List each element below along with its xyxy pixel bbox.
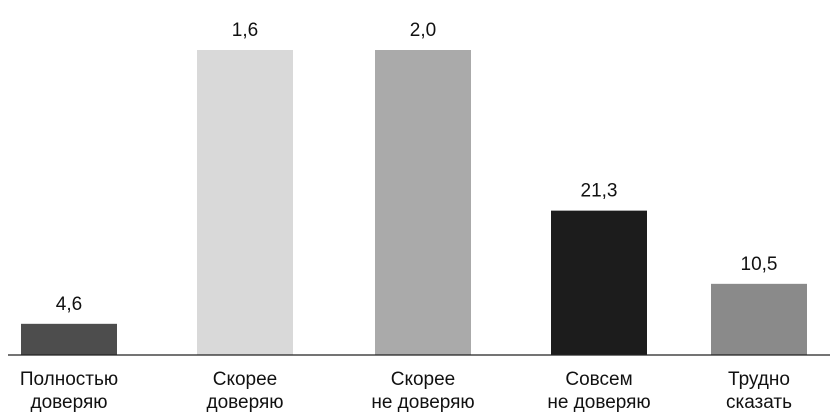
data-label-3: 2,0 xyxy=(410,20,436,41)
bar-4 xyxy=(551,210,647,355)
bar-1 xyxy=(21,323,117,355)
category-label-line: Скорее xyxy=(213,369,278,390)
category-label-line: Полностью xyxy=(20,369,118,390)
category-label-1: Полностью доверяю xyxy=(20,369,118,412)
category-label-3: Скорее не доверяю xyxy=(371,369,474,412)
category-label-line: Совсем xyxy=(565,369,632,390)
category-label-5: Трудно сказать xyxy=(726,369,792,412)
labels-layer: 4,6 1,6 2,0 21,3 10,5 xyxy=(56,20,778,315)
bar-5 xyxy=(711,283,807,355)
bars-layer xyxy=(21,50,807,355)
category-label-2: Скорее доверяю xyxy=(207,369,284,412)
category-label-line: не доверяю xyxy=(547,392,650,412)
bar-2 xyxy=(197,50,293,355)
data-label-4: 21,3 xyxy=(581,181,618,202)
data-label-5: 10,5 xyxy=(741,254,778,275)
category-label-line: Скорее xyxy=(391,369,456,390)
category-label-line: сказать xyxy=(726,392,792,412)
data-label-2: 1,6 xyxy=(232,20,258,41)
category-label-line: доверяю xyxy=(207,392,284,412)
data-label-1: 4,6 xyxy=(56,294,82,315)
category-label-4: Совсем не доверяю xyxy=(547,369,650,412)
category-label-line: не доверяю xyxy=(371,392,474,412)
category-label-line: доверяю xyxy=(31,392,108,412)
bar-3 xyxy=(375,50,471,355)
category-label-line: Трудно xyxy=(728,369,790,390)
